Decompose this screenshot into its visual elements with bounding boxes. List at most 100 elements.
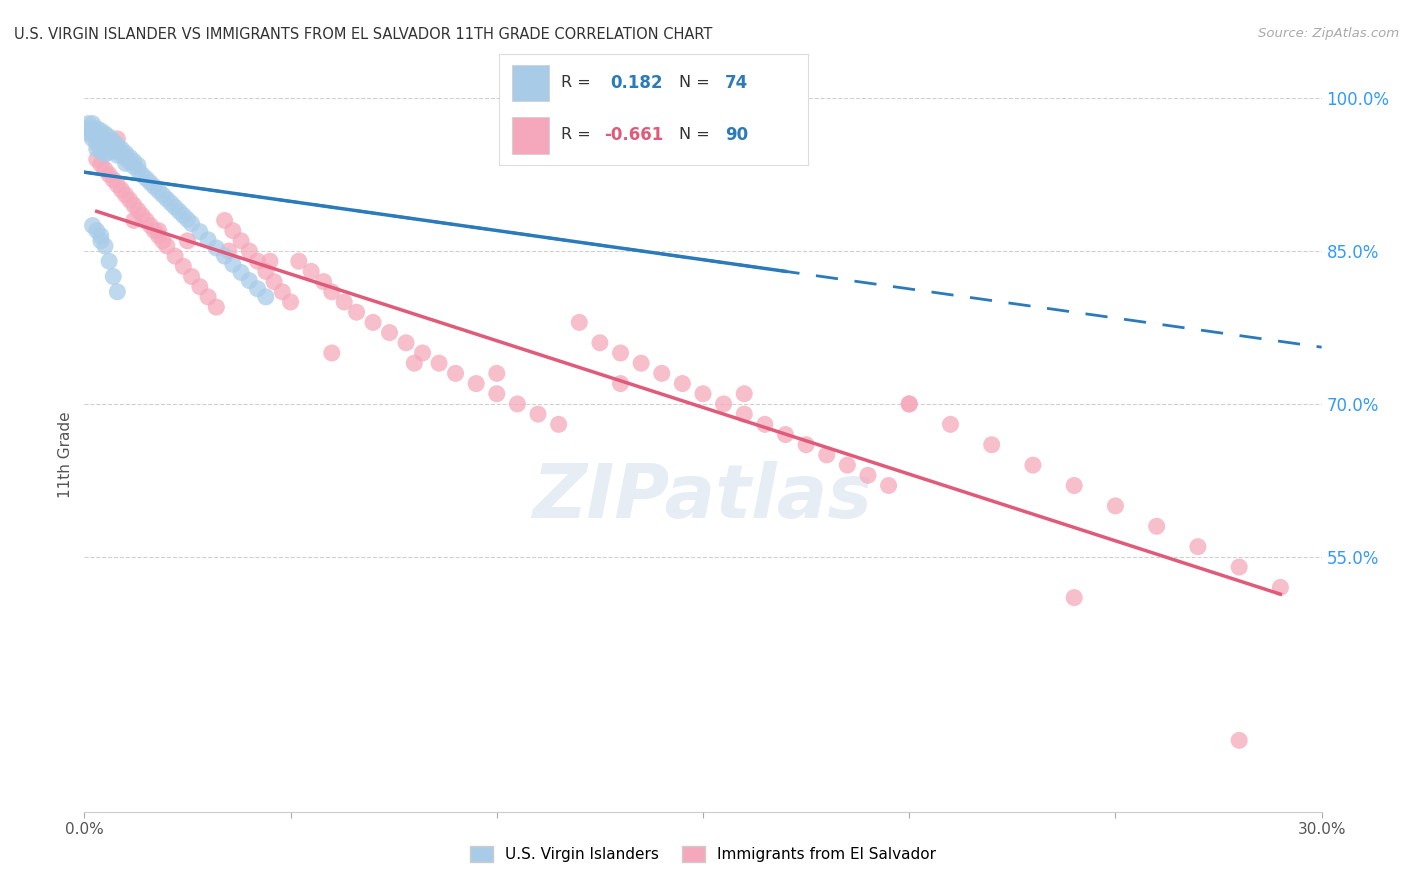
Point xyxy=(229,234,252,248)
Point xyxy=(94,147,117,161)
Point xyxy=(299,264,322,278)
Point xyxy=(114,156,136,170)
Point xyxy=(176,234,198,248)
Point xyxy=(1227,733,1250,747)
Point xyxy=(90,228,112,243)
Point xyxy=(238,244,260,258)
Point xyxy=(86,136,108,151)
Point xyxy=(122,198,145,212)
Point xyxy=(837,458,859,472)
Point xyxy=(82,127,104,141)
Y-axis label: 11th Grade: 11th Grade xyxy=(58,411,73,499)
Point xyxy=(98,254,121,268)
Text: 0.182: 0.182 xyxy=(610,73,664,92)
Point xyxy=(127,163,149,178)
Point xyxy=(105,285,128,299)
Point xyxy=(1063,478,1085,492)
Point xyxy=(90,144,112,158)
Point xyxy=(103,172,125,186)
Point xyxy=(877,478,900,492)
Point xyxy=(139,219,162,233)
Point xyxy=(90,134,112,148)
Point xyxy=(110,147,132,161)
Point xyxy=(90,157,112,171)
Point xyxy=(485,386,508,401)
Point xyxy=(156,192,179,206)
Point xyxy=(188,225,211,239)
Text: -0.661: -0.661 xyxy=(605,126,664,144)
Point xyxy=(395,335,418,350)
Point xyxy=(794,438,817,452)
Point xyxy=(214,213,236,227)
Point xyxy=(90,124,112,138)
Point xyxy=(105,143,128,157)
Point xyxy=(1146,519,1168,533)
Text: N =: N = xyxy=(679,75,714,90)
Point xyxy=(114,188,136,202)
Point xyxy=(427,356,450,370)
Point xyxy=(77,117,100,131)
Point xyxy=(898,397,921,411)
Point xyxy=(856,468,879,483)
Point xyxy=(82,121,104,136)
Point xyxy=(114,146,136,161)
Point xyxy=(180,269,202,284)
Point xyxy=(118,155,141,169)
Point xyxy=(105,138,128,153)
Point xyxy=(713,397,735,411)
Point xyxy=(733,407,755,421)
Point xyxy=(82,132,104,146)
Point xyxy=(131,168,153,182)
Text: Source: ZipAtlas.com: Source: ZipAtlas.com xyxy=(1258,27,1399,40)
Point xyxy=(254,290,277,304)
Point xyxy=(176,212,198,227)
Point xyxy=(152,188,174,202)
Point xyxy=(180,217,202,231)
Point xyxy=(815,448,838,462)
Point xyxy=(122,213,145,227)
Point xyxy=(1022,458,1045,472)
Point xyxy=(197,233,219,247)
Point xyxy=(346,305,368,319)
Text: R =: R = xyxy=(561,75,596,90)
Point xyxy=(172,260,194,274)
Point xyxy=(568,315,591,329)
Point xyxy=(733,386,755,401)
Point xyxy=(444,367,467,381)
Point xyxy=(127,158,149,172)
Point xyxy=(156,239,179,253)
Point xyxy=(775,117,797,131)
Point xyxy=(775,427,797,442)
Point xyxy=(361,315,384,329)
Point xyxy=(609,376,631,391)
Point xyxy=(98,140,121,154)
Point xyxy=(333,295,356,310)
Point xyxy=(135,213,157,227)
Point xyxy=(671,376,693,391)
Point xyxy=(238,274,260,288)
Point xyxy=(404,356,426,370)
Point xyxy=(165,249,187,263)
Point xyxy=(110,142,132,156)
Bar xyxy=(512,65,548,102)
Point xyxy=(754,417,776,432)
Point xyxy=(321,346,343,360)
Point xyxy=(288,254,311,268)
Point xyxy=(148,228,170,243)
Point xyxy=(122,160,145,174)
Point xyxy=(263,275,285,289)
Point xyxy=(222,224,245,238)
Point xyxy=(254,264,277,278)
Point xyxy=(485,367,508,381)
Point xyxy=(86,224,108,238)
Point xyxy=(589,335,612,350)
Point xyxy=(1063,591,1085,605)
Point xyxy=(218,244,240,258)
Point xyxy=(86,142,108,156)
Point xyxy=(94,162,117,177)
Point xyxy=(271,285,294,299)
Point xyxy=(172,208,194,222)
Point xyxy=(214,249,236,263)
Text: ZIPatlas: ZIPatlas xyxy=(533,461,873,534)
Point xyxy=(412,346,434,360)
